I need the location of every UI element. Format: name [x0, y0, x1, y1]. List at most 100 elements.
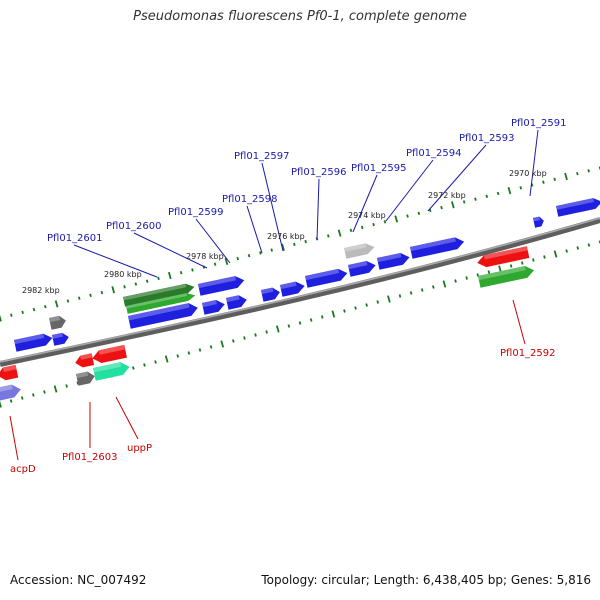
genome-stats-text: Topology: circular; Length: 6,438,405 bp… — [261, 573, 591, 587]
outer-tick — [360, 225, 364, 230]
inner-tick — [232, 339, 235, 343]
inner-tick — [176, 354, 180, 358]
gene-uppP-red — [92, 344, 127, 364]
outer-tick — [213, 262, 217, 266]
outer-tick — [417, 211, 421, 215]
inner-tick — [265, 330, 268, 334]
leader-line — [385, 159, 434, 222]
gene-2603-gray — [75, 371, 95, 386]
inner-tick — [298, 321, 302, 325]
gene-label: Pfl01_2603 — [62, 452, 118, 463]
outer-tick — [270, 248, 273, 252]
outer-tick — [576, 171, 579, 176]
kbp-label: 2976 kbp — [267, 232, 305, 241]
gene-2596-gray — [344, 243, 375, 259]
gene-2592-green — [478, 266, 535, 288]
outer-tick — [337, 229, 342, 237]
inner-tick — [509, 264, 513, 268]
kbp-label: 2980 kbp — [104, 270, 142, 279]
gene-label: Pfl01_2599 — [168, 207, 224, 218]
leader-line — [246, 205, 263, 254]
inner-tick — [365, 303, 368, 307]
inner-tick — [454, 279, 457, 283]
leader-line — [133, 232, 208, 269]
kbp-label: 2982 kbp — [22, 286, 60, 295]
gene-far-right — [556, 198, 600, 217]
gene-acpD-red — [0, 364, 19, 381]
gene-2594 — [410, 237, 465, 259]
accession-text: Accession: NC_007492 — [10, 573, 147, 587]
kbp-tick-marks — [0, 166, 600, 408]
outer-tick — [542, 180, 545, 184]
gene-left-blue — [13, 333, 53, 352]
gene-label: Pfl01_2598 — [222, 194, 278, 205]
inner-tick — [254, 333, 257, 337]
outer-tick — [451, 201, 455, 209]
gene-2595 — [348, 261, 376, 277]
gene-left-blue-small — [52, 332, 69, 346]
leader-line — [529, 129, 539, 197]
gene-label: Pfl01_2596 — [291, 167, 347, 178]
gene-label: Pfl01_2601 — [47, 233, 103, 244]
outer-tick — [293, 242, 296, 247]
inner-tick — [287, 324, 291, 328]
gene-small-right — [533, 216, 544, 228]
outer-tick — [440, 205, 443, 210]
inner-tick — [565, 249, 568, 253]
outer-tick — [134, 282, 138, 286]
inner-tick — [532, 258, 535, 262]
inner-tick — [20, 396, 24, 400]
outer-tick — [100, 290, 104, 295]
inner-tick — [420, 288, 424, 292]
gene-2598 — [280, 281, 305, 297]
gene-2597 — [305, 268, 348, 288]
inner-tick — [354, 306, 357, 310]
outer-tick — [519, 186, 523, 190]
outer-tick — [383, 220, 387, 224]
gene-label: Pfl01_2592 — [500, 348, 556, 359]
gene-label: Pfl01_2597 — [234, 151, 290, 162]
inner-tick — [243, 336, 246, 340]
outer-tick — [327, 234, 330, 238]
inner-tick — [0, 400, 2, 408]
gene-2599 — [260, 287, 280, 302]
gene-label: Pfl01_2594 — [406, 148, 462, 159]
leader-line — [261, 162, 284, 252]
inner-tick — [543, 255, 546, 259]
outer-tick — [123, 285, 126, 289]
inner-tick — [432, 285, 435, 289]
inner-tick — [476, 273, 480, 277]
inner-tick — [487, 270, 491, 274]
inner-tick — [587, 243, 591, 247]
outer-tick — [259, 251, 262, 255]
outer-tick — [349, 228, 353, 232]
outer-tick — [304, 239, 307, 244]
outer-tick — [507, 187, 512, 195]
outer-tick — [10, 313, 13, 317]
gene-labels: Pfl01_2591 Pfl01_2593 Pfl01_2594 Pfl01_2595… — [10, 118, 567, 475]
inner-tick — [9, 399, 13, 403]
gene-label: Pfl01_2591 — [511, 118, 567, 129]
inner-tick — [43, 390, 46, 394]
gene-acpD-lavender — [0, 384, 21, 401]
inner-tick — [309, 318, 313, 322]
outer-tick — [54, 300, 59, 308]
inner-tick — [465, 276, 468, 280]
inner-tick — [331, 310, 336, 318]
gene-2600c — [226, 295, 247, 310]
inner-tick — [520, 261, 524, 265]
inner-tick — [275, 325, 280, 333]
gene-2603-red — [75, 353, 95, 368]
inner-tick — [132, 366, 135, 370]
outer-tick — [462, 200, 466, 204]
leader-line — [9, 415, 19, 461]
outer-tick — [587, 169, 590, 173]
gene-2592-red — [477, 246, 530, 268]
kbp-label: 2978 kbp — [186, 252, 224, 261]
gene-2601-green — [123, 283, 195, 307]
leader-line — [427, 144, 487, 212]
inner-tick — [398, 294, 402, 298]
gene-label: Pfl01_2595 — [351, 163, 407, 174]
inner-tick — [320, 315, 324, 319]
outer-tick — [32, 307, 36, 312]
